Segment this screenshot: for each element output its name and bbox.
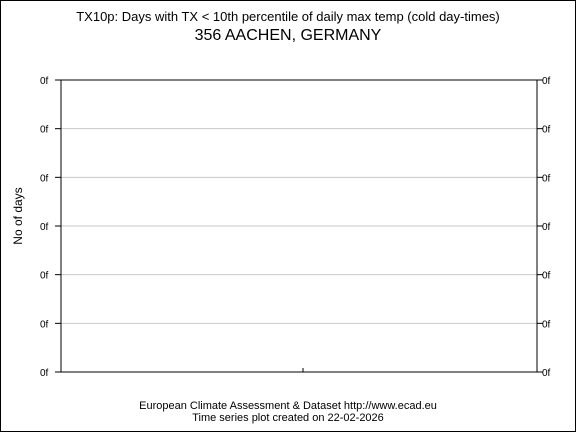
y-tick-label-right: 0f: [542, 319, 551, 330]
y-tick-label-right: 0f: [542, 222, 551, 233]
y-tick-label-right: 0f: [542, 368, 551, 379]
footer-source: European Climate Assessment & Dataset ht…: [139, 400, 437, 412]
y-tick-label-left: 0f: [40, 222, 49, 233]
y-axis-label: No of days: [11, 187, 25, 244]
y-tick-label-right: 0f: [542, 271, 551, 282]
y-tick-label-left: 0f: [40, 125, 49, 136]
y-tick-label-left: 0f: [40, 173, 49, 184]
chart-subtitle: 356 AACHEN, GERMANY: [194, 27, 382, 44]
chart-title: TX10p: Days with TX < 10th percentile of…: [76, 9, 500, 24]
y-axis-right-labels: 0f 0f 0f 0f 0f 0f 0f: [542, 76, 551, 379]
y-tick-label-left: 0f: [40, 76, 49, 87]
grid-lines: [61, 128, 537, 324]
y-tick-label-left: 0f: [40, 271, 49, 282]
y-axis-left-labels: 0f 0f 0f 0f 0f 0f 0f: [40, 76, 49, 379]
y-tick-label-right: 0f: [542, 76, 551, 87]
footer-created: Time series plot created on 22-02-2026: [192, 412, 384, 424]
axis-ticks: [55, 79, 543, 373]
y-tick-label-right: 0f: [542, 125, 551, 136]
y-tick-label-right: 0f: [542, 173, 551, 184]
y-tick-label-left: 0f: [40, 368, 49, 379]
y-tick-label-left: 0f: [40, 319, 49, 330]
